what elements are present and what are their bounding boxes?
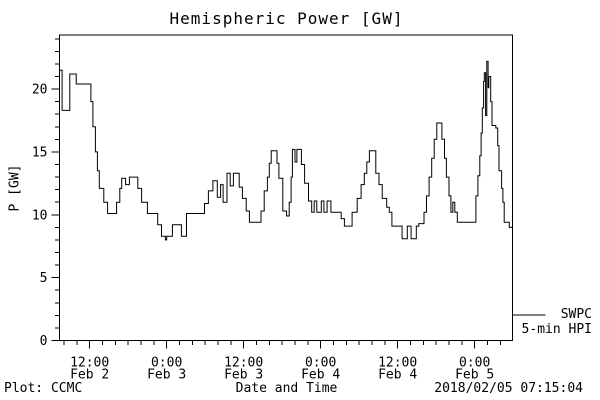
x-tick-label-time: 0:00 bbox=[305, 356, 336, 371]
x-tick-label-time: 12:00 bbox=[378, 356, 417, 371]
x-tick-label-time: 12:00 bbox=[224, 356, 263, 371]
y-tick-label: 5 bbox=[40, 271, 48, 286]
y-tick-label: 0 bbox=[40, 334, 48, 349]
legend-series-name: SWPC bbox=[560, 307, 592, 322]
x-tick-label-time: 0:00 bbox=[459, 356, 490, 371]
y-tick-label: 20 bbox=[32, 83, 48, 98]
x-tick-label-date: Feb 4 bbox=[378, 368, 417, 383]
chart-title: Hemispheric Power [GW] bbox=[169, 9, 404, 28]
y-axis-label: P [GW] bbox=[7, 164, 23, 212]
y-tick-label: 10 bbox=[32, 208, 48, 223]
x-tick-label-date: Feb 2 bbox=[70, 368, 109, 383]
plot-border bbox=[59, 34, 513, 341]
legend: SWPC 5-min HPI bbox=[522, 307, 592, 337]
y-tick-label: 15 bbox=[32, 145, 48, 160]
x-axis-label: Date and Time bbox=[235, 381, 338, 396]
plot-timestamp: 2018/02/05 07:15:04 bbox=[434, 381, 583, 396]
x-tick-label-time: 12:00 bbox=[70, 356, 109, 371]
x-tick-label-date: Feb 3 bbox=[147, 368, 186, 383]
data-line-swpc-hpi bbox=[59, 60, 513, 241]
x-tick-label-date: Feb 4 bbox=[301, 368, 340, 383]
x-tick-label-time: 0:00 bbox=[151, 356, 182, 371]
legend-series-desc: 5-min HPI bbox=[521, 322, 592, 337]
x-tick-label-date: Feb 5 bbox=[455, 368, 494, 383]
x-tick-label-date: Feb 3 bbox=[224, 368, 263, 383]
plot-credit: Plot: CCMC bbox=[4, 381, 83, 396]
